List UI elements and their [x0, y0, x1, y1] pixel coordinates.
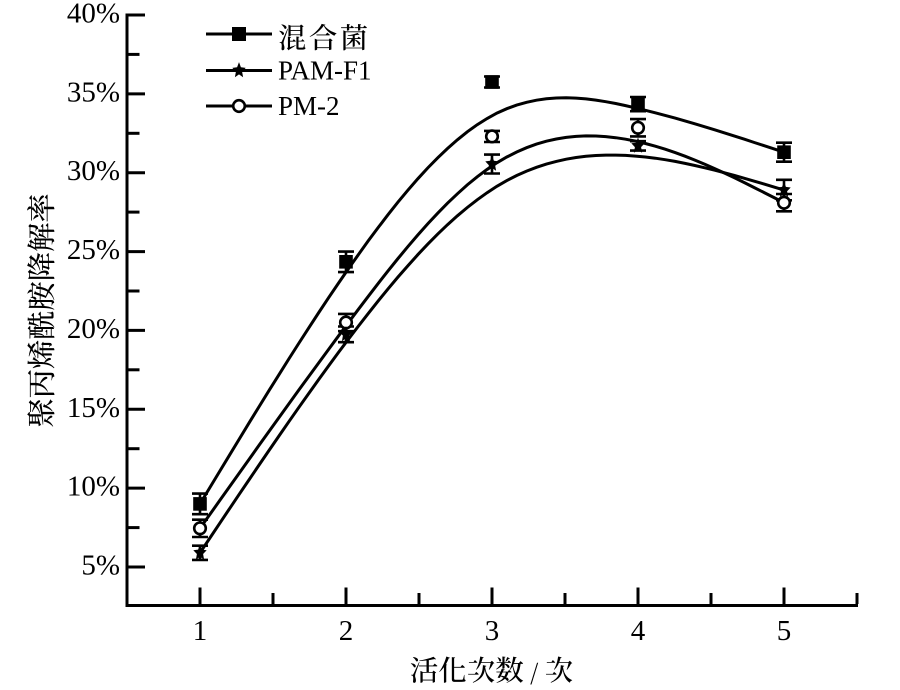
svg-text:30%: 30% — [67, 155, 120, 187]
svg-text:5: 5 — [777, 615, 792, 647]
svg-text:1: 1 — [193, 615, 208, 647]
svg-text:PAM-F1: PAM-F1 — [278, 56, 372, 86]
svg-text:35%: 35% — [67, 76, 120, 108]
svg-text:3: 3 — [485, 615, 500, 647]
svg-text:PM-2: PM-2 — [278, 91, 340, 121]
svg-text:25%: 25% — [67, 234, 120, 266]
svg-text:5%: 5% — [81, 550, 120, 582]
svg-text:2: 2 — [339, 615, 354, 647]
svg-text:40%: 40% — [67, 0, 120, 30]
svg-text:20%: 20% — [67, 313, 120, 345]
svg-text:10%: 10% — [67, 471, 120, 503]
svg-text:4: 4 — [631, 615, 646, 647]
svg-text:15%: 15% — [67, 392, 120, 424]
